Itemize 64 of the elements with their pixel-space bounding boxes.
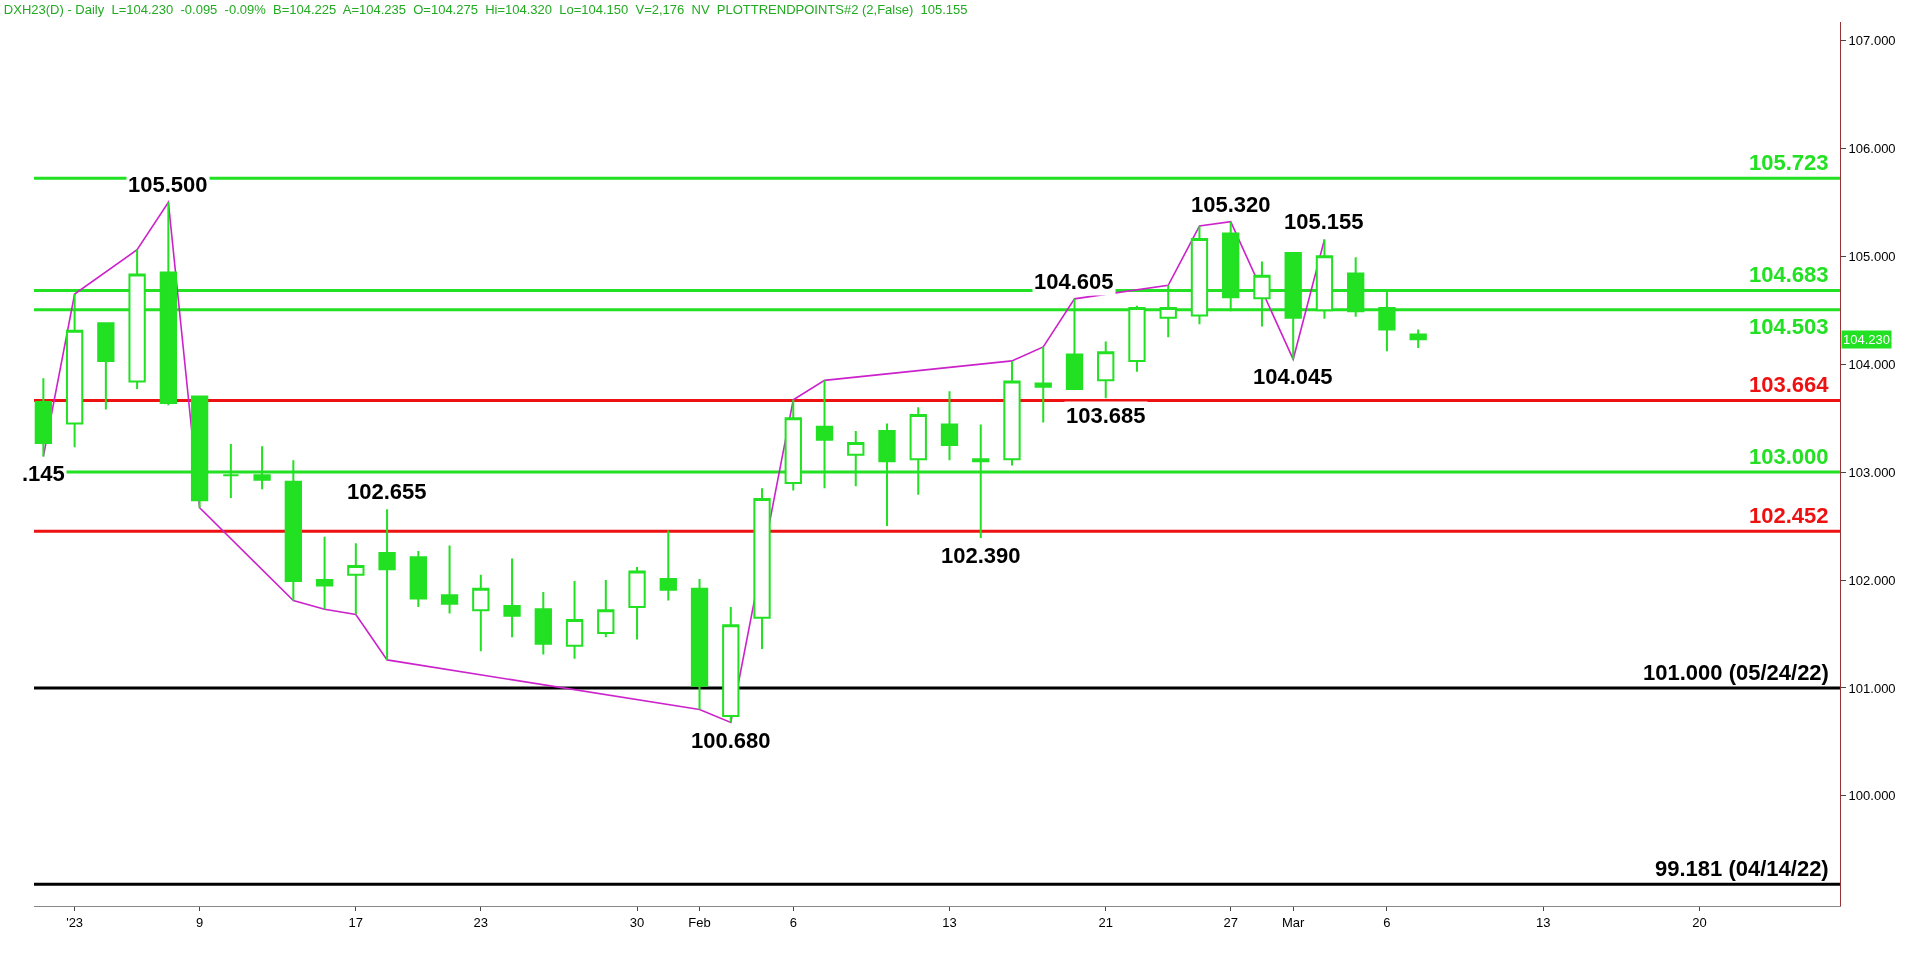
y-tick-label: 107.000 [1848,32,1896,48]
ref-line-label: 102.452 [1749,503,1829,528]
candlestick [440,544,459,615]
annotation: 104.045 [1253,364,1333,389]
candlestick [1034,345,1052,424]
ref-line-label: 104.503 [1749,314,1829,339]
y-tick-label: 101.000 [1848,680,1896,696]
candlestick [753,487,771,651]
candlestick [597,579,615,639]
x-tick-label: 13 [1535,914,1551,930]
candlestick [534,590,552,656]
candlestick [628,566,646,641]
candlestick [1097,340,1115,400]
candlestick [503,557,521,639]
ref-line-label: 99.181 (04/14/22) [1655,856,1829,881]
x-tick-label: 30 [629,914,645,930]
x-tick-label: 23 [473,914,489,930]
annotation: 102.655 [347,479,427,504]
annotation: 105.500 [128,172,208,197]
chart-title: DXH23(D) - Daily L=104.230 -0.095 -0.09% B=104.225 A=104.235 O=104.275 Hi=104.320 Lo=104.150 V=2,176 NV PLOTTRENDPOINTS#2 (2,False) 105.155 [3,1,968,17]
x-tick-label: Feb [688,914,711,930]
candlestick [1409,328,1427,349]
x-tick-label: 20 [1692,914,1707,930]
y-tick-label: 106.000 [1848,140,1896,156]
x-tick-label: 9 [195,914,204,930]
x-tick-label: 13 [942,914,957,930]
candlestick [565,580,584,660]
annotation: 105.155 [1284,209,1364,234]
candlestick [659,529,677,602]
annotation: 105.320 [1191,192,1271,217]
x-tick-label: 27 [1223,914,1238,930]
annotation: 100.680 [691,728,771,753]
x-tick-label: Mar [1282,914,1306,930]
candlestick [940,390,959,462]
ref-line-label: 103.000 [1749,444,1829,469]
candlestick [97,322,115,411]
annotation: 104.605 [1034,269,1114,294]
annotation: .145 [22,461,65,486]
x-tick-label: 6 [1383,914,1391,930]
candlestick [1003,359,1021,467]
ref-line-label: 105.723 [1749,150,1829,175]
y-tick-label: 103.000 [1848,464,1896,480]
candlestick [315,535,334,611]
ref-line-label: 104.683 [1749,262,1829,287]
candlestick [722,606,740,724]
annotation: 102.390 [941,543,1021,568]
candlestick [34,377,53,458]
y-tick-label: 100.000 [1848,788,1896,804]
annotation: 103.685 [1066,403,1146,428]
candlestick [347,542,365,616]
y-tick-label: 104.000 [1848,356,1896,372]
x-tick-label: '23 [66,914,84,930]
candlestick [409,549,427,609]
y-tick-label: 105.000 [1848,248,1896,264]
x-tick-label: 21 [1098,914,1113,930]
ref-line-label: 103.664 [1749,372,1830,397]
x-tick-label: 17 [348,914,364,930]
y-tick-label: 102.000 [1848,572,1896,588]
candlestick [472,573,490,653]
x-tick-label: 6 [789,914,797,930]
text: 104.230 [1843,332,1890,347]
candlestick [378,508,396,661]
candlestick [690,577,709,711]
ref-line-label: 101.000 (05/24/22) [1643,660,1829,685]
